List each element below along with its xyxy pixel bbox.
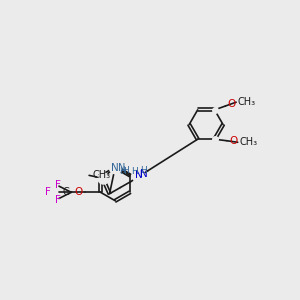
Text: H: H xyxy=(140,166,147,175)
Text: CH₃: CH₃ xyxy=(238,97,256,107)
Text: O: O xyxy=(229,136,238,146)
Text: N: N xyxy=(118,164,125,173)
Text: N: N xyxy=(111,163,119,173)
Text: F: F xyxy=(55,195,61,205)
Text: H: H xyxy=(122,166,129,175)
Text: C: C xyxy=(62,187,69,196)
Text: N: N xyxy=(140,169,148,179)
Text: H: H xyxy=(119,167,126,176)
Text: F: F xyxy=(55,180,61,190)
Text: F: F xyxy=(45,187,51,196)
Text: H: H xyxy=(131,167,138,176)
Text: N: N xyxy=(135,170,143,180)
Text: CH₃: CH₃ xyxy=(92,170,110,180)
Text: CH₃: CH₃ xyxy=(239,137,257,147)
Text: O: O xyxy=(75,187,83,196)
Text: O: O xyxy=(228,100,236,110)
